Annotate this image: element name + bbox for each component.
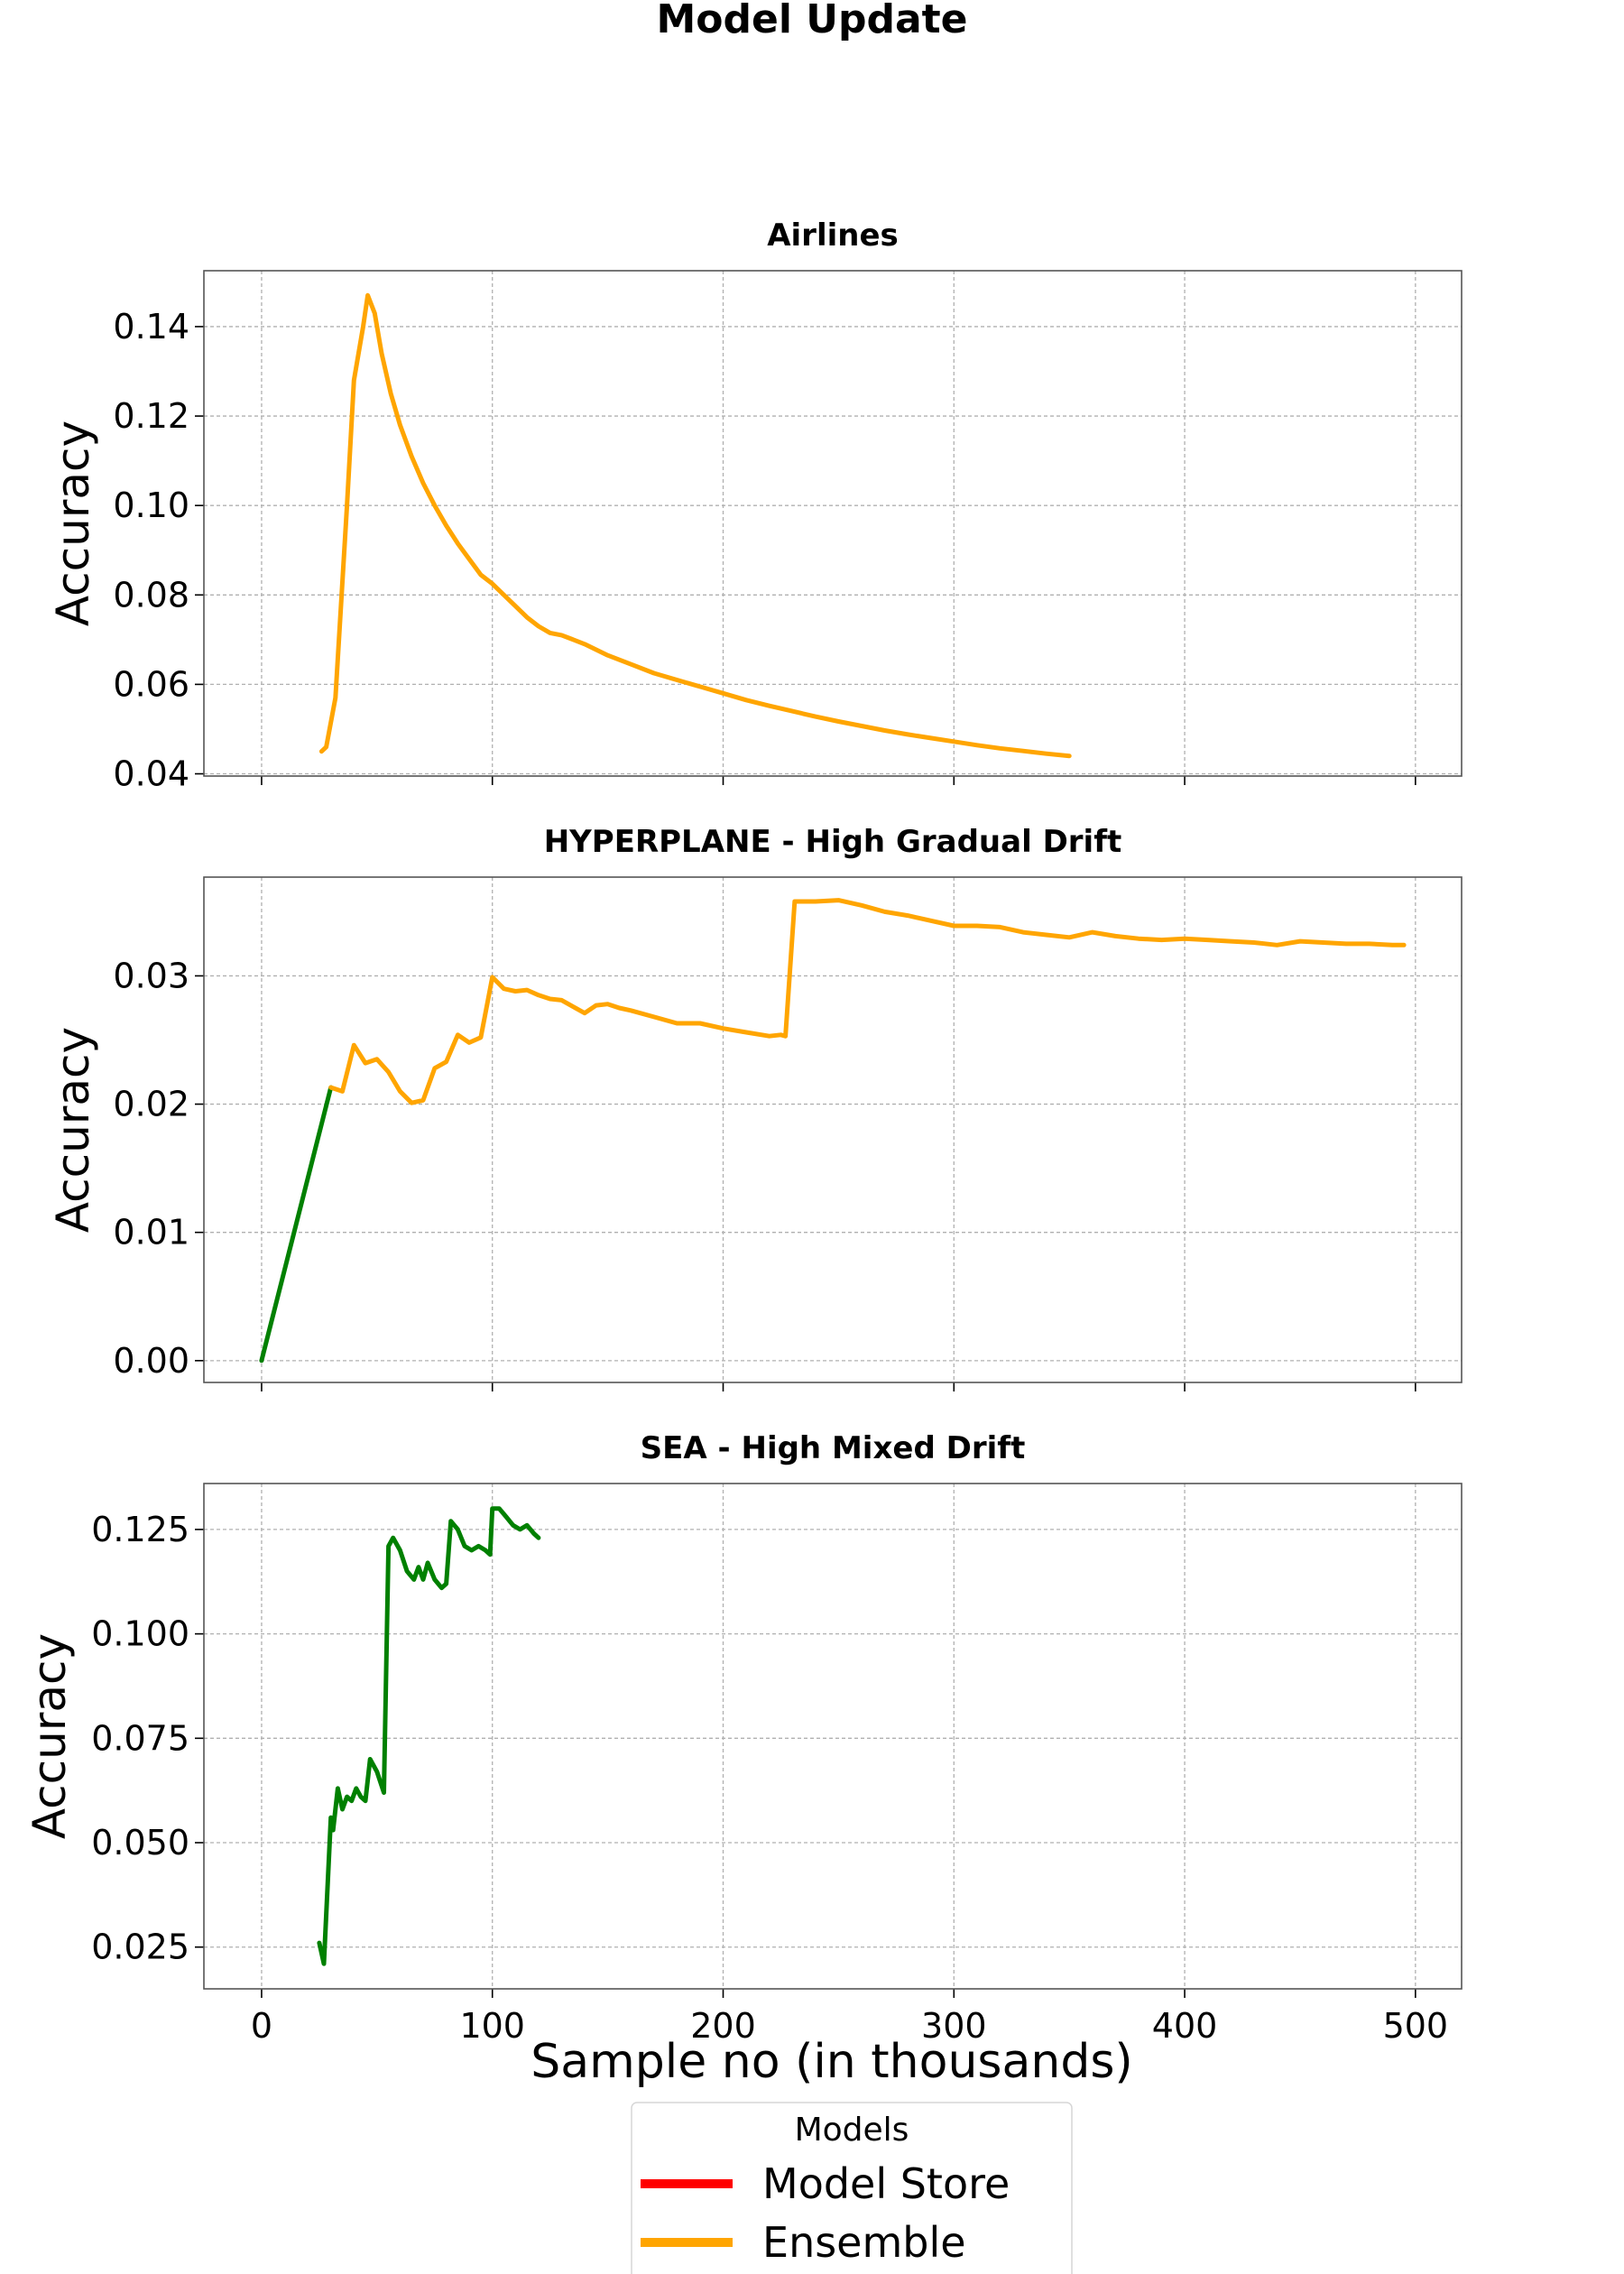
series-line-2 (328, 898, 1407, 1105)
series-line-1 (317, 1506, 541, 1966)
legend: Models Model Store Ensemble (631, 2102, 1073, 2274)
y-tick-label: 0.025 (91, 1927, 189, 1967)
subplot-2: HYPERPLANE - High Gradual Drift 0.00 0.01 0… (47, 824, 1463, 1391)
y-tick-label: 0.06 (113, 664, 189, 704)
legend-title: Models (795, 2112, 909, 2149)
y-tick-label: 0.01 (113, 1213, 189, 1253)
y-tick-label: 0.100 (91, 1614, 189, 1654)
y-tick-label: 0.075 (91, 1718, 189, 1758)
shared-x-axis-label: Sample no (in thousands) (531, 2035, 1132, 2089)
legend-label-model-store: Model Store (762, 2159, 1010, 2208)
y-tick-label: 0.050 (91, 1823, 189, 1863)
series-line-1 (259, 1085, 334, 1363)
y-tick-label: 0.12 (113, 396, 189, 436)
legend-label-ensemble: Ensemble (762, 2218, 966, 2267)
y-tick-label: 0.04 (113, 754, 189, 794)
x-tick-label: 500 (1383, 2006, 1449, 2046)
x-tick-label: 200 (690, 2006, 756, 2046)
y-tick-label: 0.00 (113, 1341, 189, 1381)
subplot-3: SEA - High Mixed Drift 0.025 0.050 0.075 0.1… (23, 1430, 1463, 2046)
plot-frame (203, 1483, 1463, 1990)
x-tick-label: 0 (251, 2006, 272, 2046)
plot-frame (203, 876, 1463, 1383)
subplot-1: Airlines 0.04 0.06 0.08 0.10 0.12 0.14 Accuracy (47, 217, 1463, 794)
series-line-1 (318, 292, 1072, 759)
y-tick-label: 0.02 (113, 1085, 189, 1124)
subplot-title: Airlines (767, 217, 899, 254)
legend-frame (631, 2102, 1073, 2274)
x-tick-label: 400 (1152, 2006, 1218, 2046)
subplot-title: HYPERPLANE - High Gradual Drift (544, 824, 1122, 860)
y-tick-label: 0.08 (113, 575, 189, 615)
subplot-title: SEA - High Mixed Drift (641, 1430, 1026, 1466)
x-tick-label: 100 (459, 2006, 525, 2046)
y-axis-label: Accuracy (47, 1027, 99, 1233)
subplots: Airlines 0.04 0.06 0.08 0.10 0.12 0.14 Accuracy… (23, 217, 1463, 2046)
y-axis-label: Accuracy (23, 1633, 76, 1839)
y-tick-label: 0.14 (113, 307, 189, 347)
y-tick-label: 0.125 (91, 1510, 189, 1549)
y-axis-label: Accuracy (47, 421, 99, 626)
y-tick-label: 0.03 (113, 956, 189, 995)
x-tick-label: 300 (921, 2006, 987, 2046)
figure-title: Model Update (656, 0, 967, 42)
y-tick-label: 0.10 (113, 485, 189, 525)
plot-frame (203, 270, 1463, 777)
